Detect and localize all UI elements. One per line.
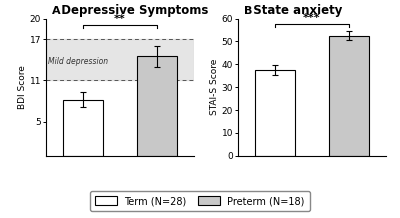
Text: Mild depression: Mild depression [48, 57, 108, 66]
Legend: Term (N=28), Preterm (N=18): Term (N=28), Preterm (N=18) [90, 191, 310, 211]
Text: B: B [244, 6, 252, 16]
Text: State anxiety: State anxiety [246, 4, 343, 17]
Bar [137, 56, 177, 156]
Y-axis label: BDI Score: BDI Score [18, 65, 27, 109]
Bar [329, 36, 369, 156]
Bar [255, 70, 295, 156]
Bar [46, 39, 194, 80]
Text: Depressive Symptoms: Depressive Symptoms [54, 4, 209, 17]
Bar [63, 100, 103, 156]
Text: A: A [52, 6, 60, 16]
Text: ***: *** [303, 13, 321, 23]
Text: **: ** [114, 14, 126, 24]
Y-axis label: STAI-S Score: STAI-S Score [210, 59, 219, 115]
